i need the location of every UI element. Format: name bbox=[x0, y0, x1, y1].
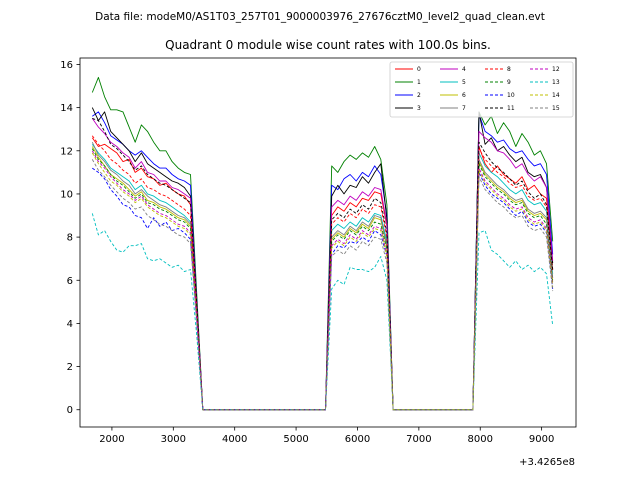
x-tick-label: 6000 bbox=[345, 434, 370, 445]
y-tick-label: 6 bbox=[67, 276, 73, 287]
series-line-5 bbox=[91, 144, 554, 411]
series-line-9 bbox=[91, 148, 554, 411]
y-tick-label: 0 bbox=[67, 405, 73, 416]
legend-label-2: 2 bbox=[417, 92, 421, 99]
y-tick-label: 10 bbox=[60, 189, 73, 200]
legend-label-6: 6 bbox=[462, 92, 466, 99]
y-tick-label: 2 bbox=[67, 362, 73, 373]
x-tick-label: 8000 bbox=[468, 434, 493, 445]
legend-label-15: 15 bbox=[552, 105, 560, 112]
series-line-14 bbox=[91, 152, 554, 411]
series-line-3 bbox=[91, 107, 554, 411]
x-tick-label: 3000 bbox=[161, 434, 186, 445]
legend-label-4: 4 bbox=[462, 66, 466, 73]
y-axis: 0 2 4 6 8 10 12 14 16 bbox=[60, 60, 80, 416]
legend-label-10: 10 bbox=[507, 92, 515, 99]
x-tick-label: 2000 bbox=[99, 434, 124, 445]
series-line-12 bbox=[91, 150, 554, 411]
legend-label-12: 12 bbox=[552, 66, 560, 73]
chart-title: Quadrant 0 module wise count rates with … bbox=[165, 38, 491, 52]
y-tick-label: 16 bbox=[60, 60, 73, 71]
legend-label-9: 9 bbox=[507, 79, 511, 86]
y-tick-label: 14 bbox=[60, 103, 73, 114]
series-line-10 bbox=[92, 167, 554, 411]
y-tick-label: 4 bbox=[67, 319, 73, 330]
legend-label-5: 5 bbox=[462, 79, 466, 86]
axes-frame bbox=[79, 57, 577, 428]
series-line-13 bbox=[91, 213, 554, 411]
series-line-8 bbox=[91, 135, 554, 411]
x-tick-label: 9000 bbox=[529, 434, 554, 445]
legend-label-0: 0 bbox=[417, 66, 421, 73]
y-tick-label: 8 bbox=[67, 233, 73, 244]
x-axis: 2000 3000 4000 5000 6000 7000 8000 9000 bbox=[99, 427, 554, 445]
legend-label-1: 1 bbox=[417, 79, 421, 86]
legend-label-13: 13 bbox=[552, 79, 560, 86]
series-line-15 bbox=[91, 159, 554, 411]
legend-label-8: 8 bbox=[507, 66, 511, 73]
x-axis-offset-label: +3.4265e8 bbox=[519, 457, 575, 468]
legend-frame bbox=[389, 61, 574, 118]
y-tick-label: 12 bbox=[60, 146, 73, 157]
legend-label-3: 3 bbox=[417, 105, 421, 112]
legend-label-11: 11 bbox=[507, 105, 515, 112]
series-layer bbox=[91, 76, 554, 411]
x-tick-label: 7000 bbox=[406, 434, 431, 445]
chart-suptitle: Data file: modeM0/AS1T03_257T01_90000039… bbox=[95, 11, 545, 23]
legend-label-14: 14 bbox=[552, 92, 560, 99]
x-tick-label: 4000 bbox=[222, 434, 247, 445]
legend-label-7: 7 bbox=[462, 105, 466, 112]
x-tick-label: 5000 bbox=[283, 434, 308, 445]
